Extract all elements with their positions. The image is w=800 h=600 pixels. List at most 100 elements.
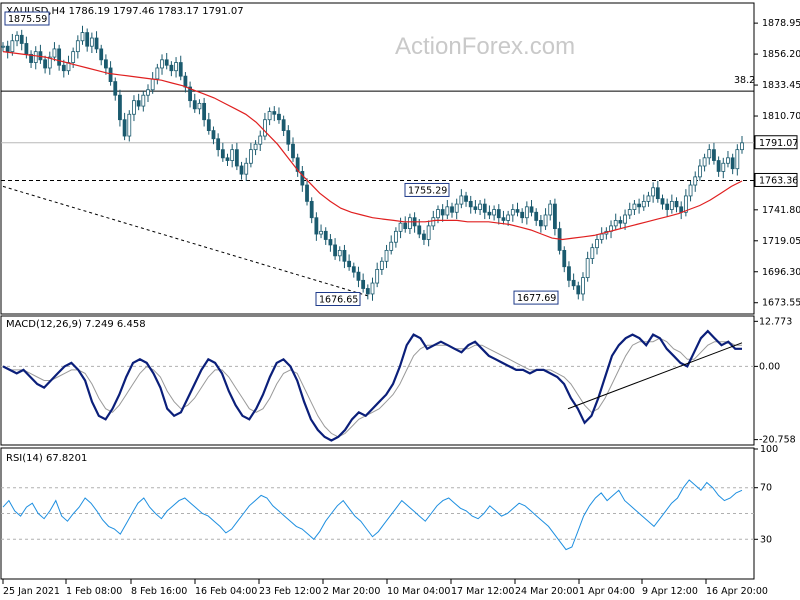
candle-body <box>5 45 10 53</box>
x-tick-label: 1 Apr 04:00 <box>579 586 635 597</box>
x-tick-label: 17 Mar 12:00 <box>451 586 514 597</box>
candle-body <box>520 211 525 219</box>
candle-body <box>174 62 178 72</box>
candle-body <box>436 209 440 219</box>
macd-pane <box>0 315 755 446</box>
candle-body <box>328 239 333 246</box>
candle-body <box>641 200 646 208</box>
candle-body <box>655 187 660 200</box>
price-tag-label: 1791.07 <box>759 138 798 149</box>
candle-body <box>403 222 408 230</box>
candle-body <box>562 249 567 268</box>
x-tick-label: 10 Mar 04:00 <box>387 586 450 597</box>
candle-body <box>61 64 66 72</box>
candle-body <box>506 214 511 221</box>
price-annotations: 1875.59 1755.29 1676.65 1677.69 <box>4 11 559 307</box>
candle-body <box>445 206 450 216</box>
candle-body <box>651 187 656 197</box>
candle-body <box>538 220 543 227</box>
dashed-trendline <box>2 185 371 297</box>
candle-body <box>674 200 679 208</box>
candle-body <box>253 143 258 151</box>
candle-body <box>258 135 263 145</box>
x-tick-label: 16 Apr 20:00 <box>706 586 768 597</box>
candle-body <box>548 203 553 216</box>
candle-body <box>150 78 155 91</box>
candle-body <box>351 266 356 273</box>
annotation-box <box>404 182 450 197</box>
rsi-pane <box>0 447 755 580</box>
rsi-y-tick-label: 70 <box>760 483 772 494</box>
ma-line <box>2 51 743 241</box>
candle-body <box>365 288 370 295</box>
candle-body <box>127 113 132 137</box>
macd-y-tick-label: 0.00 <box>759 361 780 372</box>
candle-body <box>281 119 286 131</box>
candle-body <box>305 184 309 202</box>
price-tag-box <box>754 172 798 187</box>
candle-body <box>160 59 164 69</box>
candle-body <box>108 67 113 82</box>
candle-body <box>89 37 94 47</box>
candle-body <box>716 160 721 172</box>
candle-body <box>534 211 539 221</box>
rsi-lines <box>1 479 754 551</box>
candle-body <box>553 203 557 230</box>
candle-body <box>595 239 599 249</box>
candle-body <box>24 43 29 55</box>
candle-body <box>698 165 702 178</box>
candle-body <box>29 53 33 63</box>
candle-body <box>188 86 192 102</box>
candle-body <box>459 195 464 205</box>
candle-body <box>333 244 337 257</box>
macd-y-tick-label: 12.773 <box>759 316 792 327</box>
candle-body <box>15 34 19 42</box>
candle-body <box>683 195 688 213</box>
candle-body <box>164 59 169 66</box>
macd-trendline <box>567 342 743 410</box>
candle-body <box>726 157 730 164</box>
candle-body <box>660 198 665 205</box>
candle-body <box>379 260 384 270</box>
candle-body <box>272 111 277 115</box>
watermark: ActionForex.com <box>395 33 575 60</box>
candle-body <box>389 241 394 251</box>
candle-body <box>122 119 127 137</box>
candle-body <box>225 157 230 161</box>
macd-y-tick-label: -20.758 <box>759 435 796 446</box>
candle-body <box>492 209 497 216</box>
candle-body <box>99 48 104 61</box>
candle-body <box>356 271 361 281</box>
annotation-box <box>4 11 50 26</box>
candle-body <box>155 67 160 80</box>
x-tick-label: 8 Feb 16:00 <box>131 586 187 597</box>
candle-body <box>132 100 136 115</box>
candle-body <box>440 209 445 216</box>
price-y-tick-label: 1741.80 <box>762 205 800 216</box>
candle-body <box>291 143 295 159</box>
candle-body <box>515 209 520 213</box>
candle-body <box>585 258 590 279</box>
candle-body <box>693 176 698 186</box>
candle-body <box>169 64 174 72</box>
candle-body <box>113 81 118 96</box>
price-tag-box <box>754 135 798 150</box>
candle-body <box>730 157 735 170</box>
candle-body <box>220 149 225 159</box>
candle-body <box>426 225 431 240</box>
candle-body <box>422 233 426 240</box>
candle-body <box>347 260 352 268</box>
candle-body <box>234 149 239 167</box>
x-tick-label: 16 Feb 04:00 <box>195 586 257 597</box>
candle-body <box>94 37 99 50</box>
candle-body <box>244 162 249 175</box>
candle-body <box>384 249 389 262</box>
candle-body <box>567 266 571 281</box>
candle-body <box>141 94 146 107</box>
candle-body <box>393 230 398 243</box>
candle-body <box>197 102 202 110</box>
candle-body <box>454 203 459 213</box>
candle-body <box>80 32 85 42</box>
candle-body <box>581 277 585 295</box>
